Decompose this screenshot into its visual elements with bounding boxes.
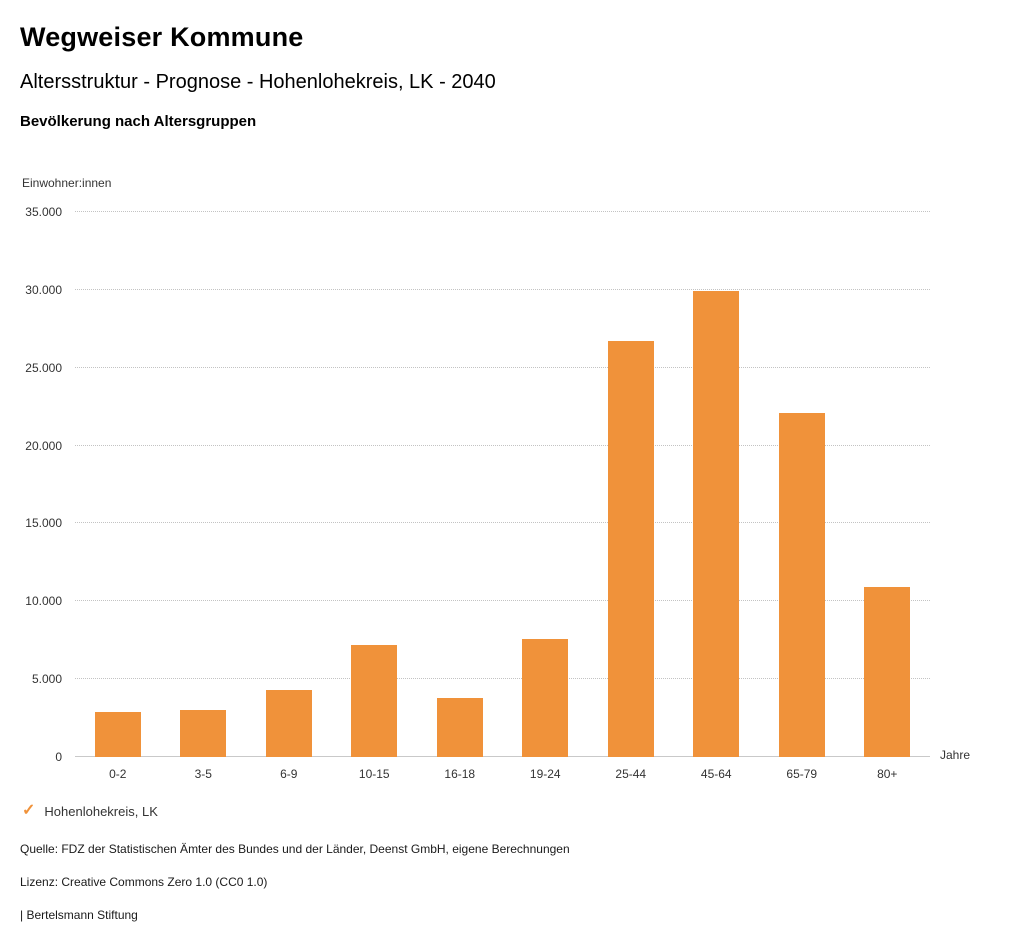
y-tick-label: 30.000 (25, 282, 62, 297)
y-tick-label: 20.000 (25, 438, 62, 453)
bar-19-24[interactable] (522, 638, 569, 757)
bar-0-2[interactable] (94, 711, 141, 757)
license-text: Lizenz: Creative Commons Zero 1.0 (CC0 1… (20, 875, 268, 889)
bar-16-18[interactable] (436, 697, 483, 757)
gridline (75, 288, 930, 290)
bar-column: 16-18 (417, 212, 503, 781)
bar-3-5[interactable] (180, 710, 227, 757)
bar-column: 10-15 (332, 212, 418, 781)
bar-chart-plot-area: Jahre 0 5.000 10.000 15.000 20.000 25.000 30.0… (25, 205, 970, 781)
x-tick-label: 65-79 (786, 767, 818, 781)
bar-80+[interactable] (864, 587, 911, 757)
bar-25-44[interactable] (607, 341, 654, 757)
gridline (75, 444, 930, 446)
gridline (75, 678, 930, 680)
bar-column: 3-5 (161, 212, 247, 781)
gridline (75, 211, 930, 212)
bar-10-15[interactable] (351, 644, 398, 757)
x-tick-label: 16-18 (444, 767, 476, 781)
x-tick-label: 0-2 (109, 767, 127, 781)
bar-column: 6-9 (246, 212, 332, 781)
bar-6-9[interactable] (265, 690, 312, 757)
bar-column: 0-2 (75, 212, 161, 781)
y-tick-label: 25.000 (25, 360, 62, 375)
x-tick-label: 80+ (877, 767, 898, 781)
y-tick-label: 10.000 (25, 594, 62, 609)
x-axis-title: Jahre (940, 748, 971, 762)
y-tick-label: 5.000 (31, 672, 62, 687)
footer: Quelle: FDZ der Statistischen Ämter des … (20, 842, 1004, 922)
x-tick-label: 6-9 (280, 767, 298, 781)
brand-title: Wegweiser Kommune (20, 22, 304, 52)
x-tick-label: 45-64 (700, 767, 732, 781)
x-tick-label: 25-44 (615, 767, 647, 781)
y-tick-label: 15.000 (25, 516, 62, 531)
gridline (75, 756, 930, 757)
bar-column: 65-79 (759, 212, 845, 781)
x-tick-label: 10-15 (358, 767, 390, 781)
gridline (75, 600, 930, 602)
bar-column: 25-44 (588, 212, 674, 781)
attribution-text: | Bertelsmann Stiftung (20, 908, 138, 922)
y-tick-label: 35.000 (25, 205, 62, 219)
x-tick-label: 3-5 (194, 767, 212, 781)
checkmark-icon: ✓ (22, 802, 36, 819)
bar-65-79[interactable] (778, 412, 825, 757)
gridline (75, 366, 930, 368)
bar-column: 80+ (845, 212, 931, 781)
bars-row: 0-2 3-5 6-9 10-15 16-18 19-24 25-44 45-64 65-79 8… (75, 212, 931, 781)
y-tick-label: 0 (55, 750, 62, 764)
bar-column: 19-24 (503, 212, 589, 781)
source-text: Quelle: FDZ der Statistischen Ämter des … (20, 842, 570, 856)
x-tick-label: 19-24 (529, 767, 561, 781)
legend-label: Hohenlohekreis, LK (44, 803, 158, 819)
chart-title: Bevölkerung nach Altersgruppen (20, 113, 257, 130)
legend-item-hohenlohekreis[interactable]: ✓ Hohenlohekreis, LK (22, 803, 158, 819)
bar-column: 45-64 (674, 212, 760, 781)
y-axis-title: Einwohner:innen (22, 176, 112, 190)
bar-45-64[interactable] (693, 291, 740, 757)
page-title: Altersstruktur - Prognose - Hohenlohekre… (20, 71, 496, 93)
gridline (75, 522, 930, 524)
